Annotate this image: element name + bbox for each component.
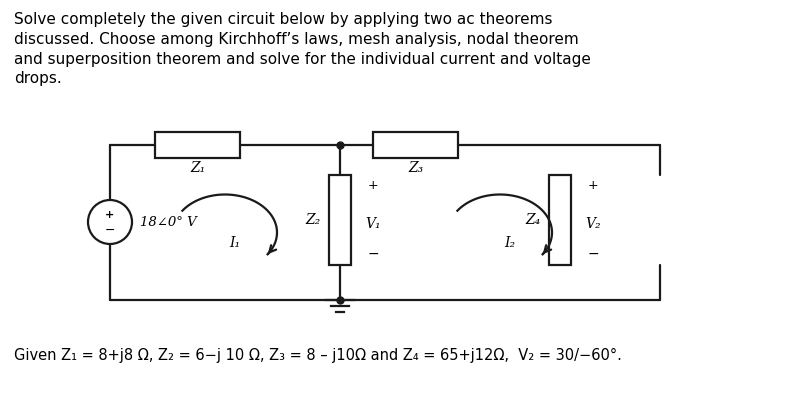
Text: Given Z₁ = 8+j8 Ω, Z₂ = 6−j 10 Ω, Z₃ = 8 – j10Ω and Z₄ = 65+j12Ω,  V₂ = 30/−60°.: Given Z₁ = 8+j8 Ω, Z₂ = 6−j 10 Ω, Z₃ = 8… xyxy=(14,348,622,363)
Text: Z₂: Z₂ xyxy=(306,213,321,227)
Text: V₂: V₂ xyxy=(585,217,601,231)
Text: −: − xyxy=(367,247,379,261)
Text: −: − xyxy=(105,223,115,236)
Text: Z₄: Z₄ xyxy=(526,213,541,227)
Text: +: + xyxy=(588,179,598,192)
Text: +: + xyxy=(368,179,378,192)
Text: Z₃: Z₃ xyxy=(408,161,423,175)
Text: I₂: I₂ xyxy=(505,236,515,249)
Text: V₁: V₁ xyxy=(365,217,381,231)
Text: Solve completely the given circuit below by applying two ac theorems
discussed. : Solve completely the given circuit below… xyxy=(14,12,591,86)
Text: Z₁: Z₁ xyxy=(190,161,205,175)
Bar xyxy=(549,175,571,265)
Bar xyxy=(373,132,458,158)
Text: I₁: I₁ xyxy=(230,236,241,249)
Text: +: + xyxy=(106,210,114,220)
Text: −: − xyxy=(587,247,599,261)
Text: 18∠0° V: 18∠0° V xyxy=(140,216,197,229)
Bar xyxy=(329,175,351,265)
Bar xyxy=(155,132,240,158)
